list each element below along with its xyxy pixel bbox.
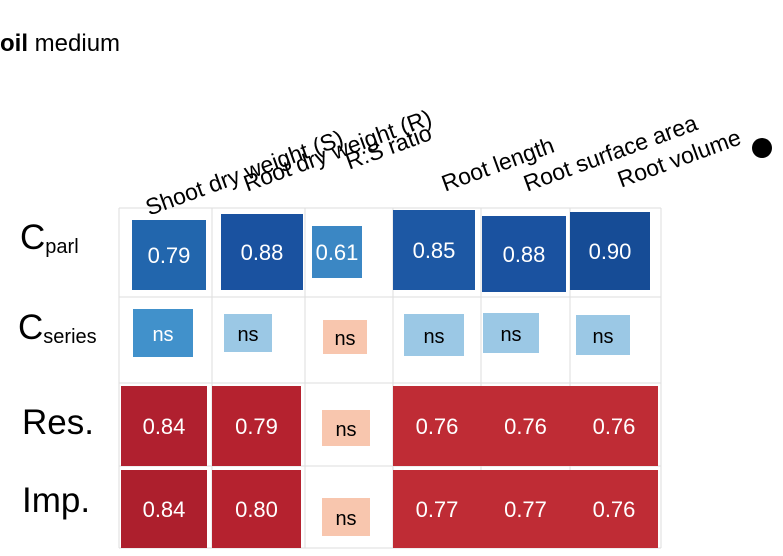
heatmap-cell bbox=[121, 386, 207, 466]
heatmap-cell bbox=[224, 314, 272, 352]
cell-value-label: 0.90 bbox=[589, 239, 632, 264]
heatmap-cell bbox=[570, 212, 650, 290]
row-label-main: Imp. bbox=[22, 481, 91, 520]
cell-value-label: 0.76 bbox=[504, 414, 547, 439]
heatmap-cell bbox=[481, 470, 570, 548]
cell-value-label: 0.61 bbox=[316, 240, 359, 265]
cell-value-label: ns bbox=[335, 419, 356, 441]
cell-value-label: 0.77 bbox=[416, 497, 459, 522]
cell-value-label: ns bbox=[335, 508, 356, 530]
heatmap-cell bbox=[121, 470, 207, 548]
row-label: Cseries bbox=[18, 310, 97, 347]
heatmap-cell bbox=[393, 470, 481, 548]
row-label-main: C bbox=[18, 308, 44, 347]
row-label-subscript: series bbox=[43, 326, 97, 348]
row-label-main: C bbox=[20, 218, 46, 257]
heatmap-cell bbox=[221, 214, 303, 290]
cell-value-label: 0.88 bbox=[503, 242, 546, 267]
medium-title-bold: oil bbox=[0, 30, 28, 57]
heatmap-cell bbox=[404, 314, 464, 356]
cell-value-label: ns bbox=[592, 326, 613, 348]
row-label: Res. bbox=[22, 405, 94, 440]
heatmap-cell bbox=[212, 386, 301, 466]
cell-value-label: 0.77 bbox=[504, 497, 547, 522]
row-label-main: Res. bbox=[22, 403, 94, 442]
cell-value-label: 0.76 bbox=[416, 414, 459, 439]
cell-value-label: 0.76 bbox=[593, 414, 636, 439]
cell-value-label: ns bbox=[237, 324, 258, 346]
heatmap-cell bbox=[482, 216, 566, 292]
cell-value-label: ns bbox=[423, 326, 444, 348]
heatmap-cell bbox=[393, 386, 481, 466]
cell-value-label: 0.88 bbox=[241, 240, 284, 265]
cell-value-label: 0.80 bbox=[235, 497, 278, 522]
medium-title-rest: medium bbox=[28, 30, 121, 57]
heatmap-cell bbox=[322, 498, 370, 536]
row-label: Imp. bbox=[22, 483, 90, 518]
heatmap-cell bbox=[322, 410, 370, 446]
heatmap-cell bbox=[576, 315, 630, 355]
cell-value-label: ns bbox=[152, 324, 173, 346]
cell-value-label: 0.79 bbox=[235, 414, 278, 439]
cell-value-label: 0.85 bbox=[413, 238, 456, 263]
cell-value-label: ns bbox=[334, 328, 355, 350]
cell-value-label: ns bbox=[500, 324, 521, 346]
cell-value-label: 0.84 bbox=[143, 414, 186, 439]
heatmap-cell bbox=[212, 470, 301, 548]
cell-value-label: 0.84 bbox=[143, 497, 186, 522]
bullet-point-icon bbox=[752, 138, 772, 158]
heatmap-cell bbox=[483, 313, 539, 353]
row-label: Cparl bbox=[20, 220, 79, 257]
heatmap-cell bbox=[132, 220, 206, 290]
heatmap-cell bbox=[393, 210, 475, 290]
cell-value-label: 0.76 bbox=[593, 497, 636, 522]
heatmap-cell bbox=[133, 309, 193, 357]
heatmap-cell bbox=[312, 226, 362, 278]
heatmap-cell bbox=[570, 470, 658, 548]
heatmap-cell bbox=[323, 320, 367, 354]
medium-title: oil medium bbox=[0, 30, 120, 58]
row-label-subscript: parl bbox=[45, 236, 79, 258]
cell-value-label: 0.79 bbox=[148, 243, 191, 268]
heatmap-cell bbox=[570, 386, 658, 466]
heatmap-cell bbox=[481, 386, 570, 466]
